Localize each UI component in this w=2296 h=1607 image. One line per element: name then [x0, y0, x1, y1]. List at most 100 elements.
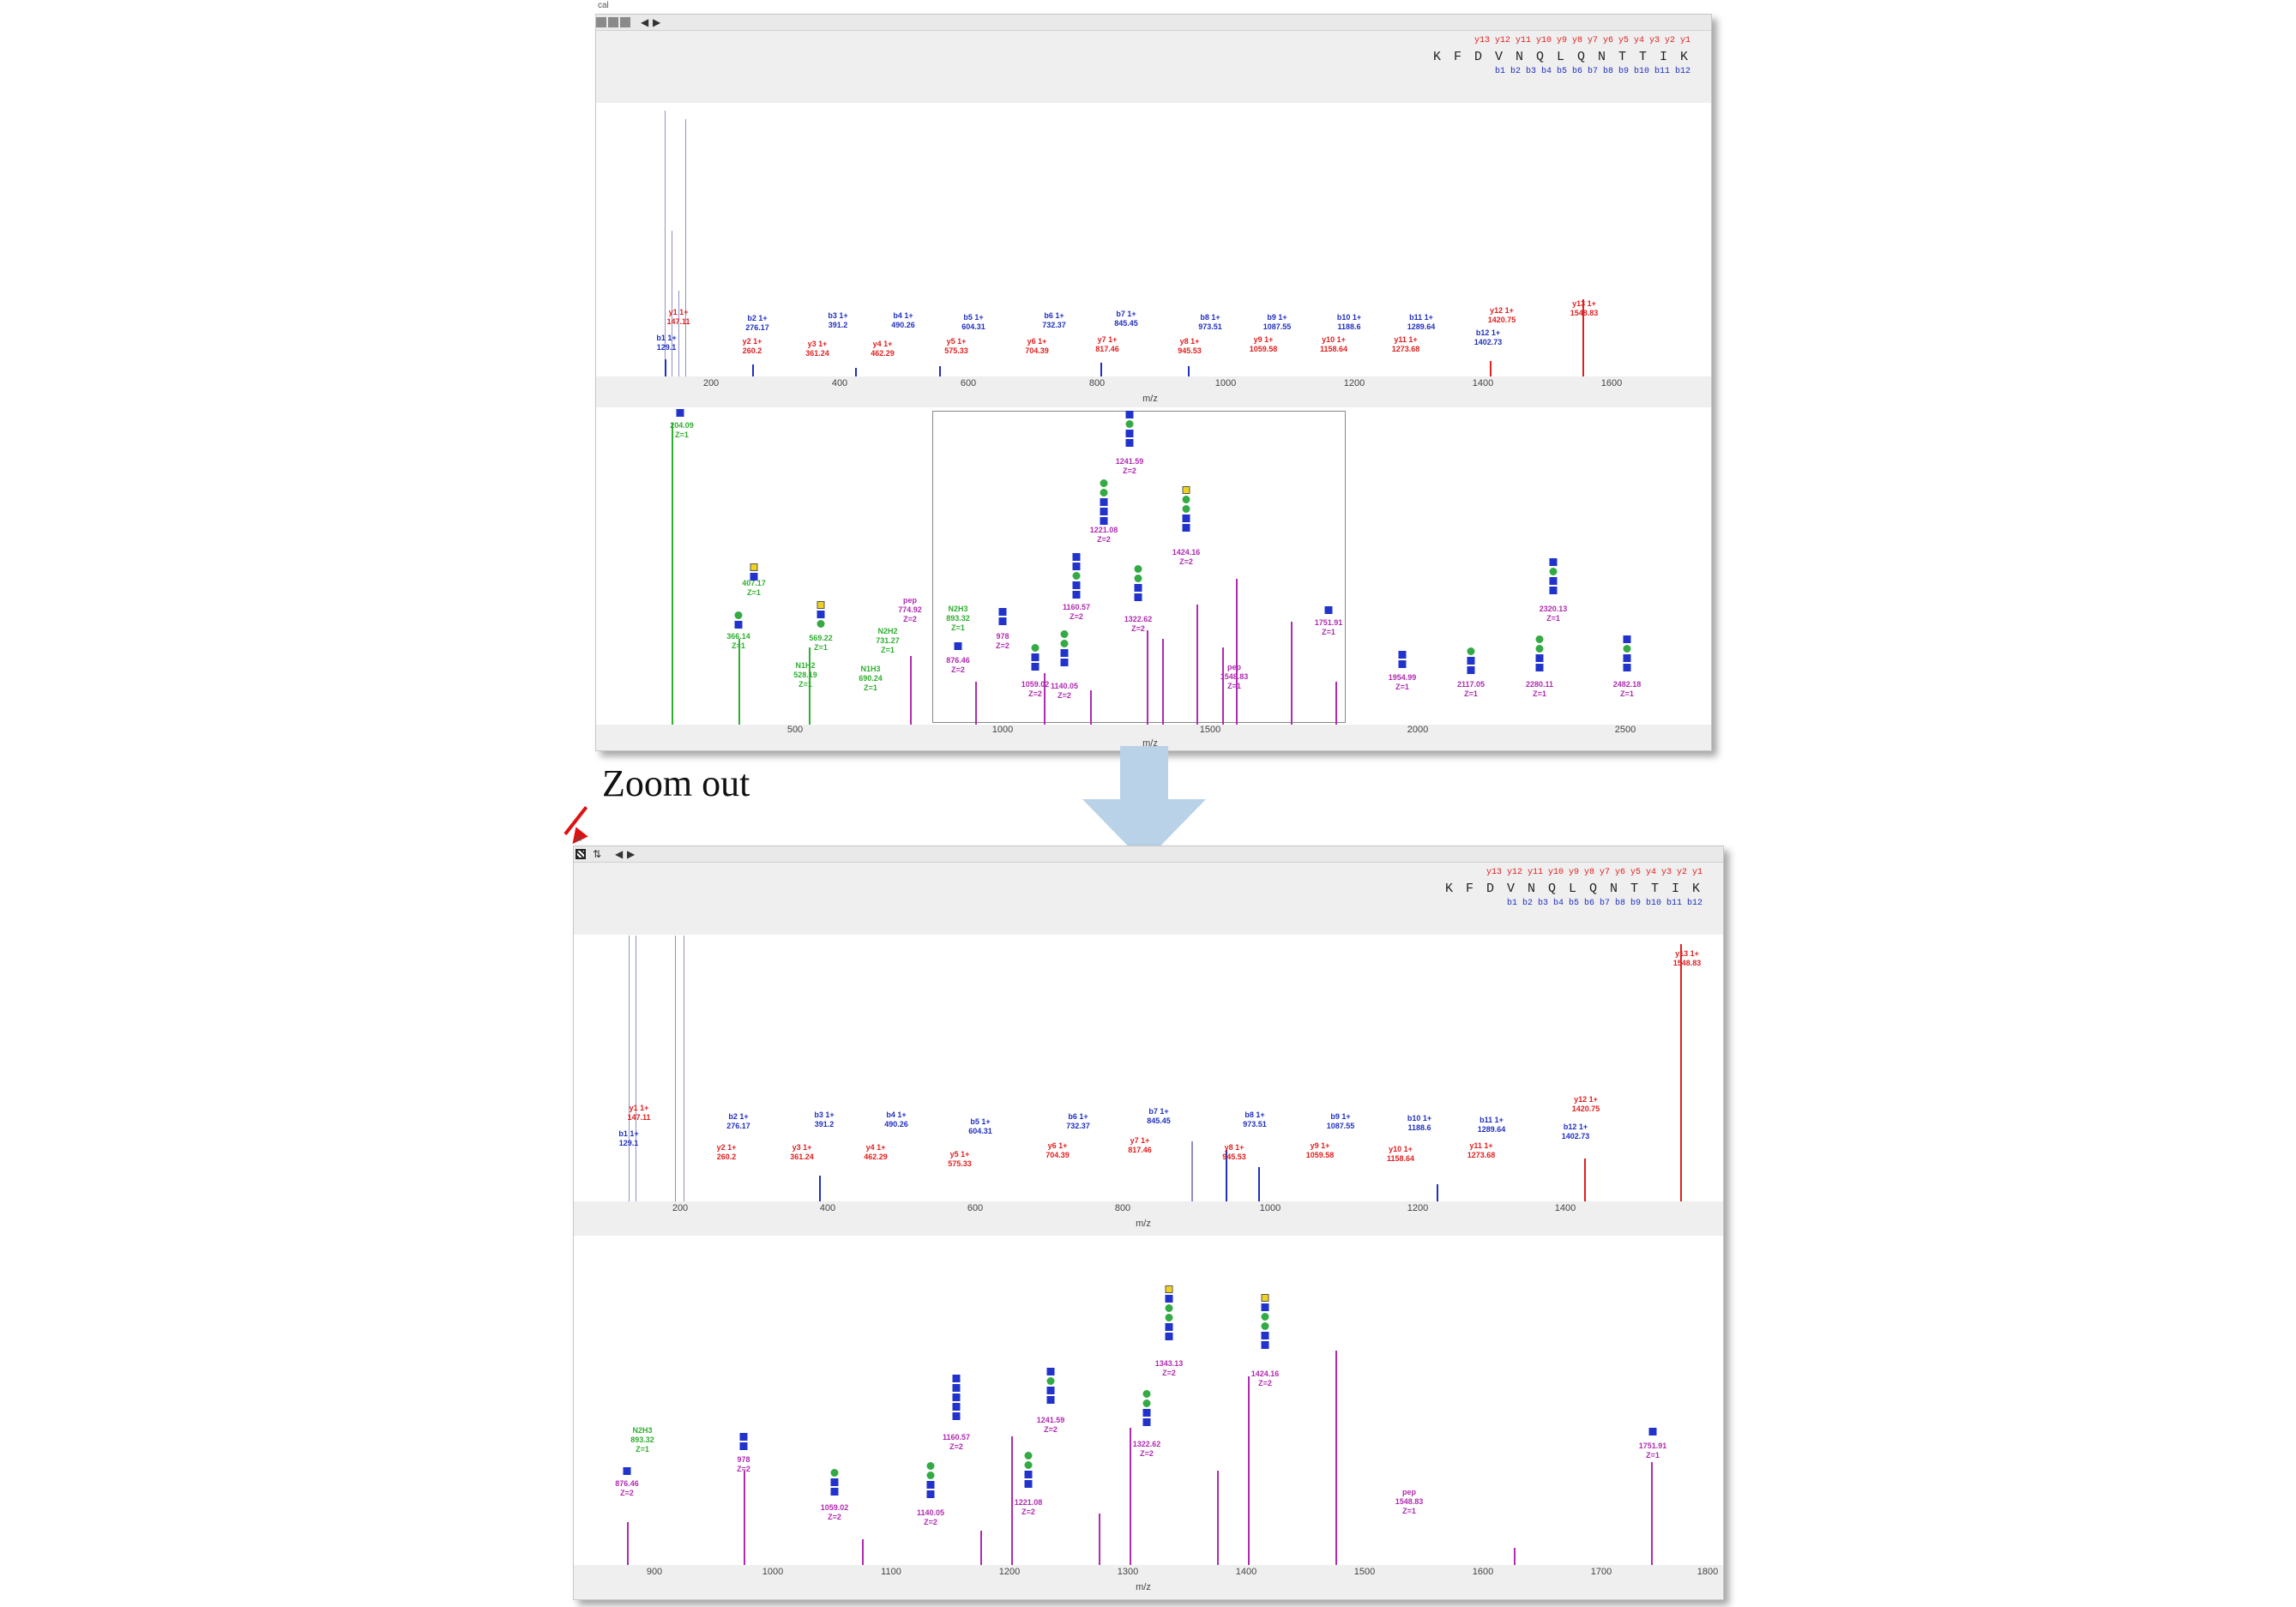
fragment-spectrum-plot[interactable]: y13 1+ 1548.83 y1 1+ 147.11 b1 1+ 129.1 … — [574, 936, 1723, 1201]
x-tick: 600 — [967, 1203, 984, 1213]
glycan-structure-icon — [1031, 642, 1040, 672]
spectrum-peak — [627, 1522, 629, 1565]
glycan-peak-label: 366.14 Z=1 — [726, 632, 750, 650]
next-arrow-icon[interactable]: ▶ — [627, 848, 636, 860]
peak-label: y7 1+ 817.46 — [1128, 1136, 1152, 1154]
spectrum-peak — [738, 639, 740, 725]
x-tick: 1500 — [1353, 1567, 1376, 1577]
y-ion-row: y13 y12 y11 y10 y9 y8 y7 y6 y5 y4 y3 y2 … — [1485, 868, 1702, 877]
spectrum-peak — [744, 1471, 745, 1565]
x-tick: 1400 — [1472, 378, 1494, 388]
peak-label: y13 1+ 1548.83 — [1672, 949, 1702, 967]
glycan-peak-label: 1424.16 Z=2 — [1172, 548, 1201, 566]
peak-label: b1 1+ 129.1 — [656, 334, 677, 352]
glycan-peak-label: 1160.57 Z=2 — [1062, 603, 1091, 621]
spectrum-peak — [1011, 1436, 1013, 1565]
x-tick: 1000 — [1259, 1203, 1281, 1213]
x-tick: 1600 — [1600, 378, 1623, 388]
glycan-peak-label: pep 1548.83 Z=1 — [1395, 1488, 1424, 1515]
glycan-peak-label: 1221.08 Z=2 — [1014, 1498, 1043, 1516]
toolbar-button-3[interactable] — [620, 17, 630, 27]
spectrum-peak — [1584, 1159, 1586, 1201]
x-tick: 2000 — [1407, 725, 1429, 735]
glycan-peak-label: 1140.05 Z=2 — [1050, 682, 1079, 700]
x-tick: 1700 — [1590, 1567, 1612, 1577]
peak-label: y9 1+ 1059.58 — [1249, 335, 1278, 353]
glycan-structure-icon — [830, 1467, 839, 1497]
spectrum-peak — [1514, 1548, 1516, 1565]
glycan-peak-label: 1751.91 Z=1 — [1638, 1441, 1667, 1460]
peak-label: b5 1+ 604.31 — [961, 313, 985, 331]
glycan-structure-icon — [623, 1466, 631, 1477]
peak-label: b12 1+ 1402.73 — [1561, 1122, 1590, 1141]
peak-label: y1 1+ 147.11 — [627, 1104, 651, 1122]
peak-label: b3 1+ 391.2 — [828, 311, 848, 329]
fragment-spectrum-plot[interactable]: y1 1+ 147.11 b1 1+ 129.1 b2 1+ 276.17 y2… — [596, 104, 1711, 376]
precursor-peak — [675, 936, 676, 1201]
spectrum-peak — [809, 647, 811, 725]
glycan-structure-icon — [954, 641, 962, 652]
glycan-peak-label: 1221.08 Z=2 — [1089, 526, 1118, 544]
zoom-out-button-icon[interactable] — [576, 849, 586, 859]
sequence-header: y13 y12 y11 y10 y9 y8 y7 y6 y5 y4 y3 y2 … — [574, 863, 1723, 935]
peak-label: b7 1+ 845.45 — [1114, 310, 1138, 328]
x-tick: 200 — [702, 378, 720, 388]
glycan-structure-icon — [1125, 409, 1134, 448]
peak-label: y5 1+ 575.33 — [944, 337, 968, 355]
glycan-peak-label: 2117.05 Z=1 — [1456, 680, 1485, 698]
glycan-peak-label: 1343.13 Z=2 — [1154, 1359, 1184, 1377]
peak-label: b10 1+ 1188.6 — [1407, 1114, 1432, 1132]
glycan-structure-icon — [739, 1431, 748, 1452]
toolbar-button-1[interactable] — [596, 17, 606, 27]
precursor-peak — [685, 119, 686, 376]
peak-label: b10 1+ 1188.6 — [1336, 313, 1362, 331]
x-tick: 500 — [786, 725, 804, 735]
glycan-peak-label: 1241.59 Z=2 — [1115, 457, 1144, 475]
peak-label: b5 1+ 604.31 — [968, 1117, 992, 1135]
spectrum-peak — [975, 682, 977, 725]
glycan-spectrum-plot[interactable]: 204.09 Z=1 407.17 Z=1 366.14 Z=1 569.22 … — [596, 407, 1711, 725]
previous-arrow-icon[interactable]: ◀ — [641, 16, 649, 28]
glycan-peak-label: 978 Z=2 — [996, 632, 1009, 650]
spectrum-peak — [855, 368, 857, 376]
spectrum-peak — [1490, 361, 1491, 376]
spectrum-peak — [665, 359, 666, 376]
x-tick: 1200 — [1407, 1203, 1429, 1213]
corner-text: cl — [576, 834, 582, 844]
peak-label: y2 1+ 260.2 — [742, 337, 762, 355]
peak-label: b2 1+ 276.17 — [726, 1112, 750, 1130]
axis-toggle-icon[interactable]: ⇅ — [593, 848, 602, 860]
previous-arrow-icon[interactable]: ◀ — [615, 848, 624, 860]
glycan-structure-icon — [1142, 1388, 1151, 1428]
spectrum-peak — [980, 1531, 982, 1565]
peak-label: b12 1+ 1402.73 — [1473, 328, 1503, 346]
spectrum-peak — [1335, 682, 1337, 725]
viewer-toolbar: ◀ ▶ — [596, 15, 1711, 31]
peak-label: y8 1+ 945.53 — [1178, 337, 1202, 355]
glycan-structure-icon — [676, 407, 684, 418]
spectrum-peak — [939, 366, 941, 376]
spectrum-peak — [672, 423, 673, 725]
x-tick: 400 — [819, 1203, 836, 1213]
spectrum-peak — [752, 364, 754, 376]
glycan-peak-label: pep 774.92 Z=2 — [898, 596, 922, 623]
peak-label: y6 1+ 704.39 — [1025, 337, 1049, 355]
peptide-sequence: K F D V N Q L Q N T T I K — [1432, 50, 1690, 64]
peak-label: b6 1+ 732.37 — [1066, 1112, 1090, 1130]
precursor-peak — [629, 936, 630, 1201]
peak-label: b11 1+ 1289.64 — [1477, 1116, 1506, 1134]
next-arrow-icon[interactable]: ▶ — [653, 16, 661, 28]
peak-label: y12 1+ 1420.75 — [1487, 306, 1516, 324]
spectrum-peak — [1680, 944, 1682, 1201]
toolbar-button-2[interactable] — [608, 17, 618, 27]
zoom-selection-box — [932, 411, 1346, 723]
glycan-structure-icon — [1467, 646, 1475, 676]
b-ion-row: b1 b2 b3 b4 b5 b6 b7 b8 b9 b10 b11 b12 — [1506, 899, 1702, 908]
x-tick: 1000 — [1214, 378, 1237, 388]
x-tick: 900 — [646, 1567, 663, 1577]
glycan-structure-icon — [817, 599, 825, 629]
x-tick: 1800 — [1696, 1567, 1719, 1577]
glycan-spectrum-plot[interactable]: N2H3 893.32 Z=1 876.46 Z=2 978 Z=2 1059.… — [574, 1236, 1723, 1565]
peak-label: b1 1+ 129.1 — [618, 1129, 639, 1147]
x-tick: 200 — [672, 1203, 689, 1213]
